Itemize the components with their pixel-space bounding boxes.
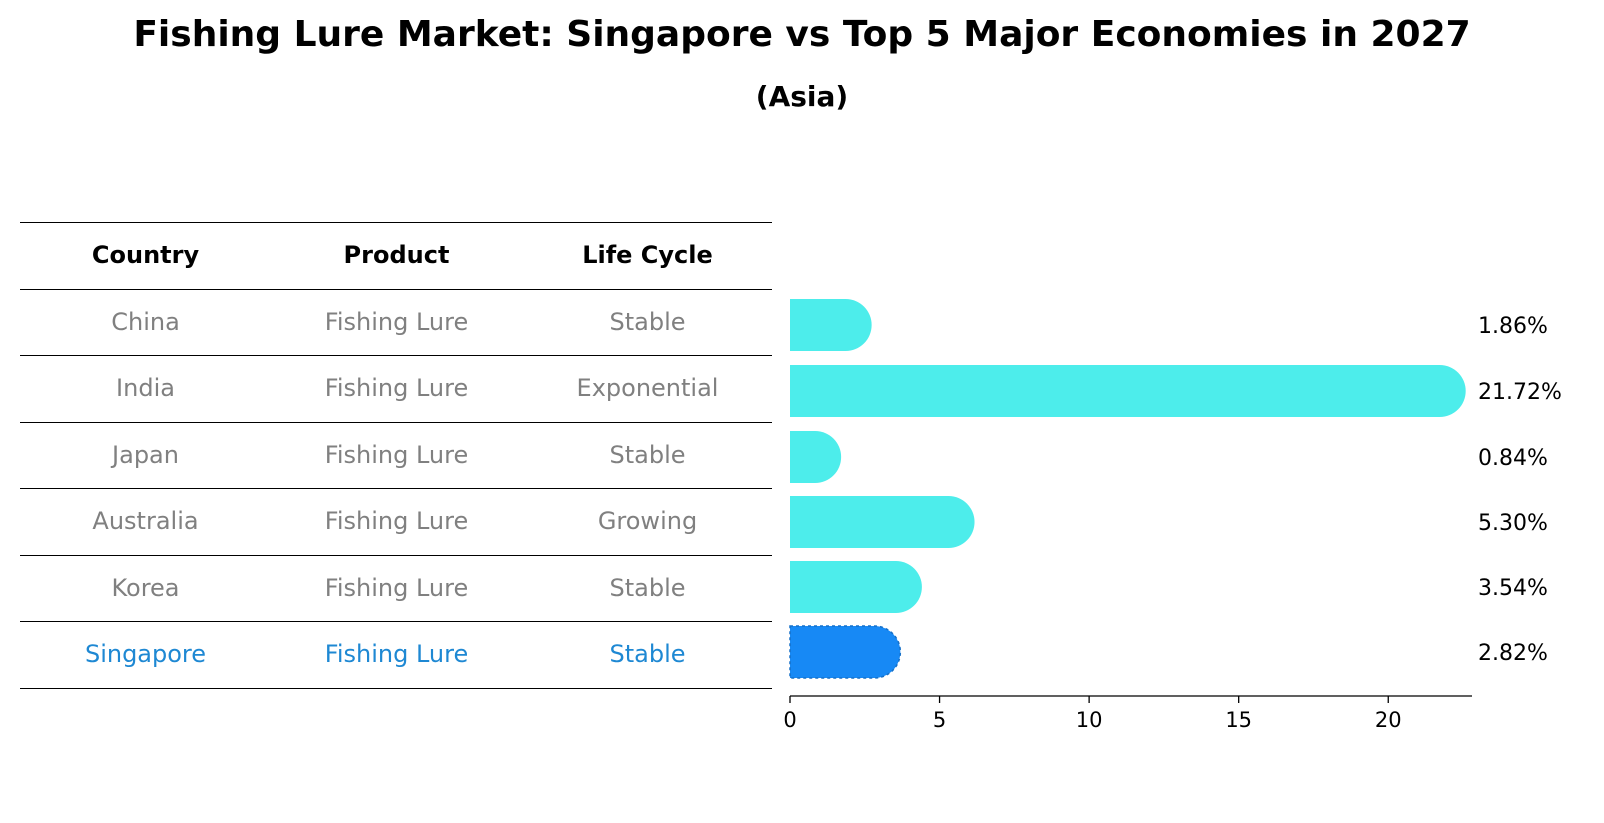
table-cell-country: Korea	[111, 574, 180, 602]
bar-value-label: 3.54%	[1478, 576, 1548, 601]
bar-korea	[790, 561, 922, 613]
bar-value-label: 5.30%	[1478, 511, 1548, 536]
table-cell-country: Singapore	[84, 640, 207, 668]
bar-value-label: 21.72%	[1478, 380, 1562, 405]
table-cell-life-cycle: Stable	[609, 441, 686, 469]
table-rule	[20, 488, 772, 489]
chart-subtitle: (Asia)	[755, 80, 849, 113]
table-cell-life-cycle: Growing	[597, 507, 698, 535]
table-cell-product: Fishing Lure	[324, 308, 469, 336]
table-rule	[20, 422, 772, 423]
bar-india	[790, 365, 1466, 417]
x-tick-label: 5	[933, 708, 946, 732]
table-header-cell: Product	[343, 241, 450, 269]
table-rule	[20, 289, 772, 290]
table-cell-life-cycle: Stable	[609, 574, 686, 602]
bar-australia	[790, 496, 975, 548]
bar-value-label: 2.82%	[1478, 641, 1548, 666]
table-cell-life-cycle: Stable	[609, 308, 686, 336]
chart-title: Fishing Lure Market: Singapore vs Top 5 …	[133, 14, 1471, 55]
x-tick-label: 15	[1225, 708, 1252, 732]
table-rule	[20, 355, 772, 356]
bar-japan	[790, 431, 842, 483]
bar-value-label: 1.86%	[1478, 314, 1548, 339]
bar-value-label: 0.84%	[1478, 446, 1548, 471]
x-tick-label: 20	[1375, 708, 1402, 732]
table-cell-product: Fishing Lure	[324, 374, 469, 402]
x-tick-label: 10	[1076, 708, 1103, 732]
bar-china	[790, 299, 872, 351]
table-cell-product: Fishing Lure	[324, 507, 469, 535]
table-cell-country: Australia	[92, 507, 199, 535]
table-cell-country: India	[116, 374, 175, 402]
table-cell-life-cycle: Stable	[609, 640, 686, 668]
table-header-cell: Country	[91, 241, 200, 269]
table-rule	[20, 555, 772, 556]
table-cell-life-cycle: Exponential	[576, 374, 719, 402]
table-cell-country: China	[111, 308, 180, 336]
bar-singapore	[789, 625, 902, 679]
table-cell-product: Fishing Lure	[324, 640, 469, 668]
table-cell-product: Fishing Lure	[324, 441, 469, 469]
table-cell-country: Japan	[112, 441, 179, 469]
table-header-cell: Life Cycle	[582, 241, 713, 269]
x-tick-label: 0	[783, 708, 796, 732]
table-rule	[20, 222, 772, 223]
table-rule	[20, 621, 772, 622]
table-rule	[20, 688, 772, 689]
table-cell-product: Fishing Lure	[324, 574, 469, 602]
